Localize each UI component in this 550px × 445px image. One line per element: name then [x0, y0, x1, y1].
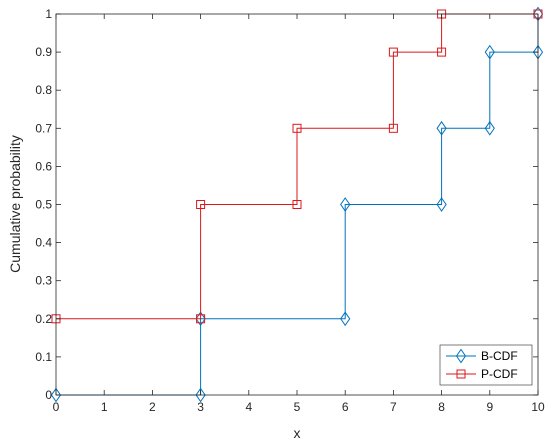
- data-point-b-cdf-2: [195, 311, 206, 327]
- series-layer: [50, 6, 544, 403]
- data-point-b-cdf-0: [50, 387, 62, 403]
- x-tick-label: 6: [342, 400, 349, 414]
- y-tick-label: 0.5: [35, 198, 52, 212]
- legend-box: [439, 344, 533, 386]
- x-tick-label: 9: [486, 400, 493, 414]
- y-axis-title: Cumulative probability: [7, 135, 23, 273]
- data-point-b-cdf-7: [484, 120, 495, 136]
- y-tick-label: 0.9: [35, 45, 52, 59]
- data-point-p-cdf-7: [437, 47, 447, 57]
- y-tick-label: 1: [45, 7, 52, 21]
- x-tick-label: 8: [438, 400, 445, 414]
- axes-layer: 0 1 2 3 4 5 6 7 8 9 10 0 0.1 0.2 0.3 0.4 0.5 0.6 0.7 0.8 0.9…: [35, 7, 545, 414]
- data-point-p-cdf-1: [196, 314, 206, 324]
- data-point-p-cdf-6: [388, 47, 398, 57]
- y-tick-label: 0.3: [35, 274, 52, 288]
- data-point-p-cdf-2: [196, 200, 206, 209]
- data-point-b-cdf-1: [195, 387, 206, 403]
- x-tick-label: 10: [531, 400, 545, 414]
- x-tick-label: 2: [149, 400, 156, 414]
- legend-marker-b-cdf: [455, 348, 467, 364]
- x-axis-title: x: [294, 425, 301, 441]
- x-tick-label: 5: [294, 400, 301, 414]
- series-line-p-cdf: [56, 13, 538, 320]
- legend-entry-b-cdf: B-CDF: [446, 348, 518, 364]
- x-tick-label: 1: [101, 400, 108, 414]
- y-tick-label: 0.1: [35, 350, 52, 364]
- data-point-p-cdf-3: [292, 200, 302, 209]
- legend: B-CDF P-CDF: [439, 344, 533, 386]
- y-tick-label: 0.2: [35, 312, 52, 326]
- y-tick-label: 0.8: [35, 83, 52, 97]
- legend-label-b-cdf: B-CDF: [481, 349, 518, 363]
- data-point-b-cdf-5: [436, 197, 447, 212]
- data-point-b-cdf-8: [484, 44, 495, 60]
- x-tick-label: 7: [390, 400, 397, 414]
- data-point-b-cdf-4: [340, 197, 351, 212]
- data-point-p-cdf-4: [292, 123, 302, 133]
- data-point-p-cdf-5: [388, 123, 398, 133]
- legend-marker-p-cdf: [456, 369, 466, 379]
- y-tick-label: 0: [45, 388, 52, 402]
- legend-entry-p-cdf: P-CDF: [446, 367, 518, 381]
- legend-label-p-cdf: P-CDF: [481, 367, 518, 381]
- series-line-b-cdf: [56, 14, 539, 396]
- x-tick-label: 3: [197, 400, 204, 414]
- x-tick-label: 4: [245, 400, 252, 414]
- data-point-b-cdf-6: [436, 120, 447, 136]
- y-tick-label: 0.6: [35, 159, 52, 173]
- x-tick-label: 0: [53, 400, 60, 414]
- y-tick-label: 0.7: [35, 121, 52, 135]
- data-point-b-cdf-3: [340, 311, 351, 327]
- y-tick-label: 0.4: [35, 236, 52, 250]
